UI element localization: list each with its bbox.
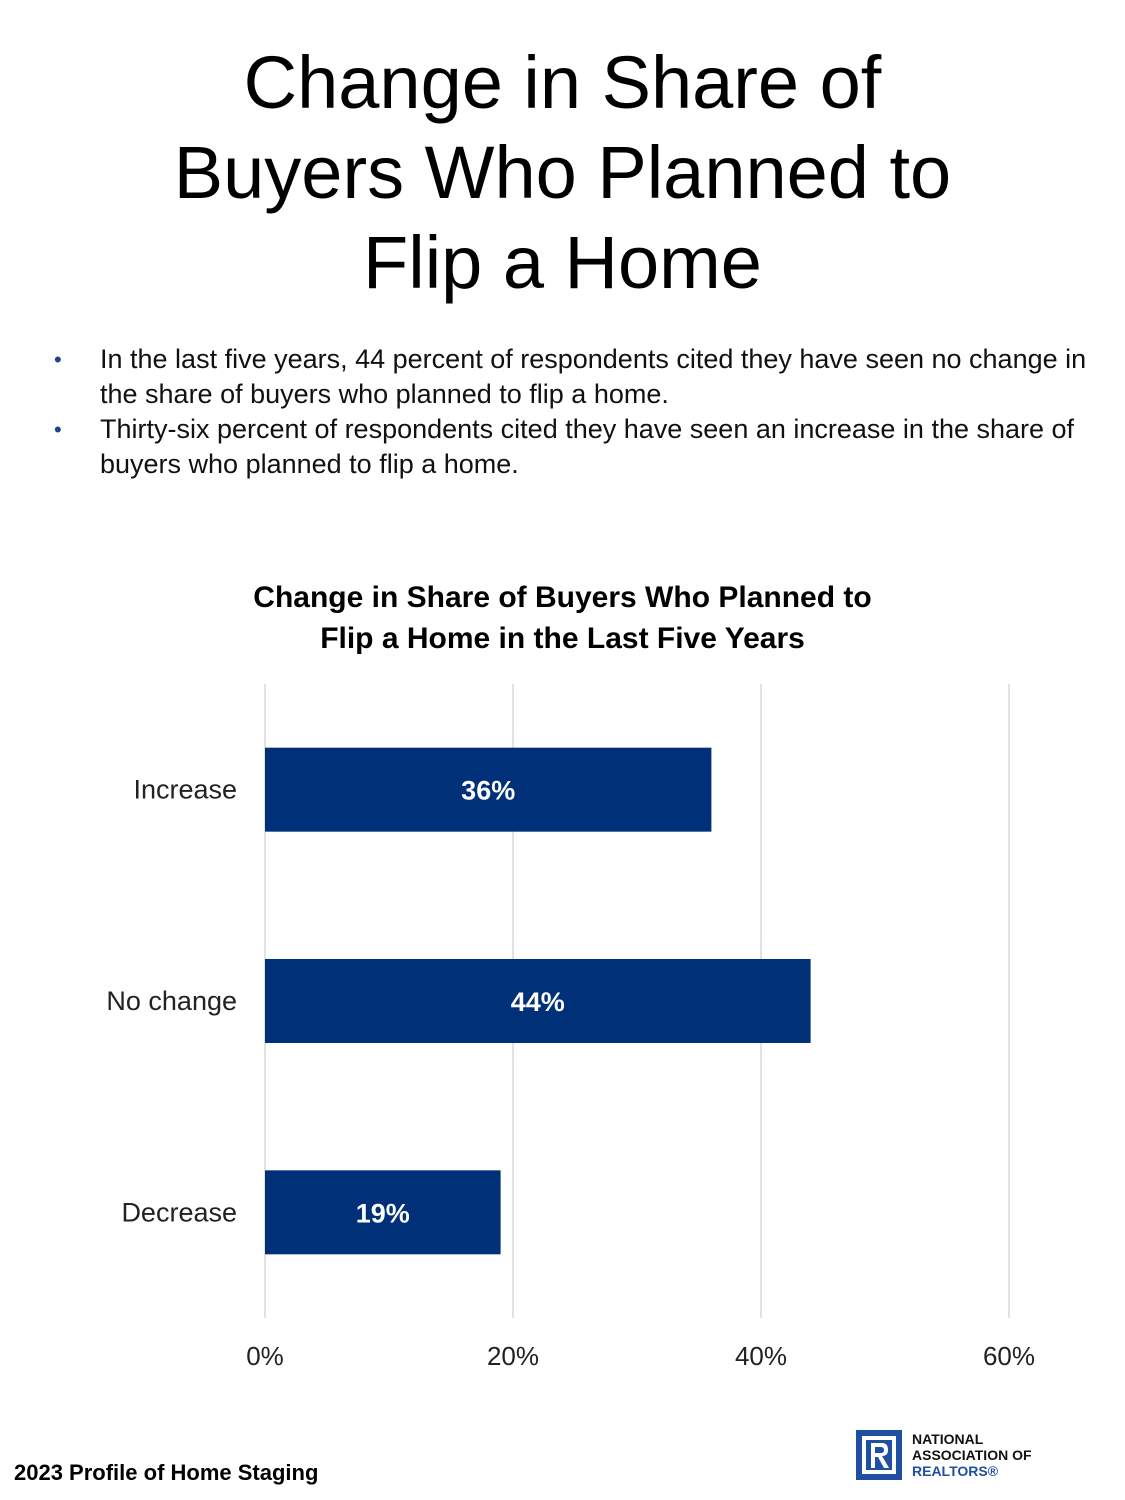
- x-tick-label: 40%: [735, 1341, 787, 1371]
- page-title-line-1: Change in Share of: [243, 41, 882, 124]
- page-title-line-2: Buyers Who Planned to: [173, 131, 952, 214]
- bar: [265, 747, 712, 832]
- bar-data-label: 44%: [511, 987, 565, 1017]
- logo-line-1: NATIONAL: [912, 1431, 984, 1447]
- bar: [265, 959, 811, 1043]
- logo-text: NATIONAL ASSOCIATION OF REALTORS®: [912, 1431, 1032, 1479]
- bullet-item: • Thirty-six percent of respondents cite…: [52, 412, 1092, 482]
- x-tick-label: 0%: [246, 1341, 284, 1371]
- chart-title: Change in Share of Buyers Who Planned to…: [100, 577, 1025, 659]
- bullet-item: • In the last five years, 44 percent of …: [52, 342, 1092, 412]
- logo-line-3: REALTORS®: [912, 1463, 999, 1479]
- bullet-dot-icon: •: [54, 417, 62, 442]
- page-title: Change in Share of Buyers Who Planned to…: [40, 38, 1085, 308]
- bullet-text: In the last five years, 44 percent of re…: [100, 344, 1087, 409]
- page-title-line-3: Flip a Home: [363, 221, 762, 304]
- bullet-text: Thirty-six percent of respondents cited …: [100, 414, 1075, 479]
- bar: [265, 1170, 501, 1255]
- x-tick-label: 20%: [487, 1341, 539, 1371]
- bar-data-label: 36%: [461, 776, 515, 806]
- realtor-r-logo-icon: [856, 1430, 902, 1480]
- bullet-dot-icon: •: [54, 347, 62, 372]
- logo-line-2: ASSOCIATION OF: [912, 1447, 1032, 1463]
- bar-chart: 0% 20% 40% 60% 36% Increase 44% No change 19% Dec…: [106, 684, 1035, 1371]
- bullet-list: • In the last five years, 44 percent of …: [52, 342, 1092, 482]
- category-label: Increase: [133, 775, 237, 805]
- category-label: No change: [106, 986, 237, 1016]
- nar-logo: NATIONAL ASSOCIATION OF REALTORS®: [856, 1430, 1086, 1482]
- chart-title-line-2: Flip a Home in the Last Five Years: [320, 622, 805, 655]
- bar-data-label: 19%: [356, 1198, 410, 1228]
- chart-title-line-1: Change in Share of Buyers Who Planned to: [253, 581, 872, 614]
- category-label: Decrease: [121, 1197, 237, 1227]
- footer-source: 2023 Profile of Home Staging: [14, 1460, 319, 1485]
- x-tick-label: 60%: [983, 1341, 1035, 1371]
